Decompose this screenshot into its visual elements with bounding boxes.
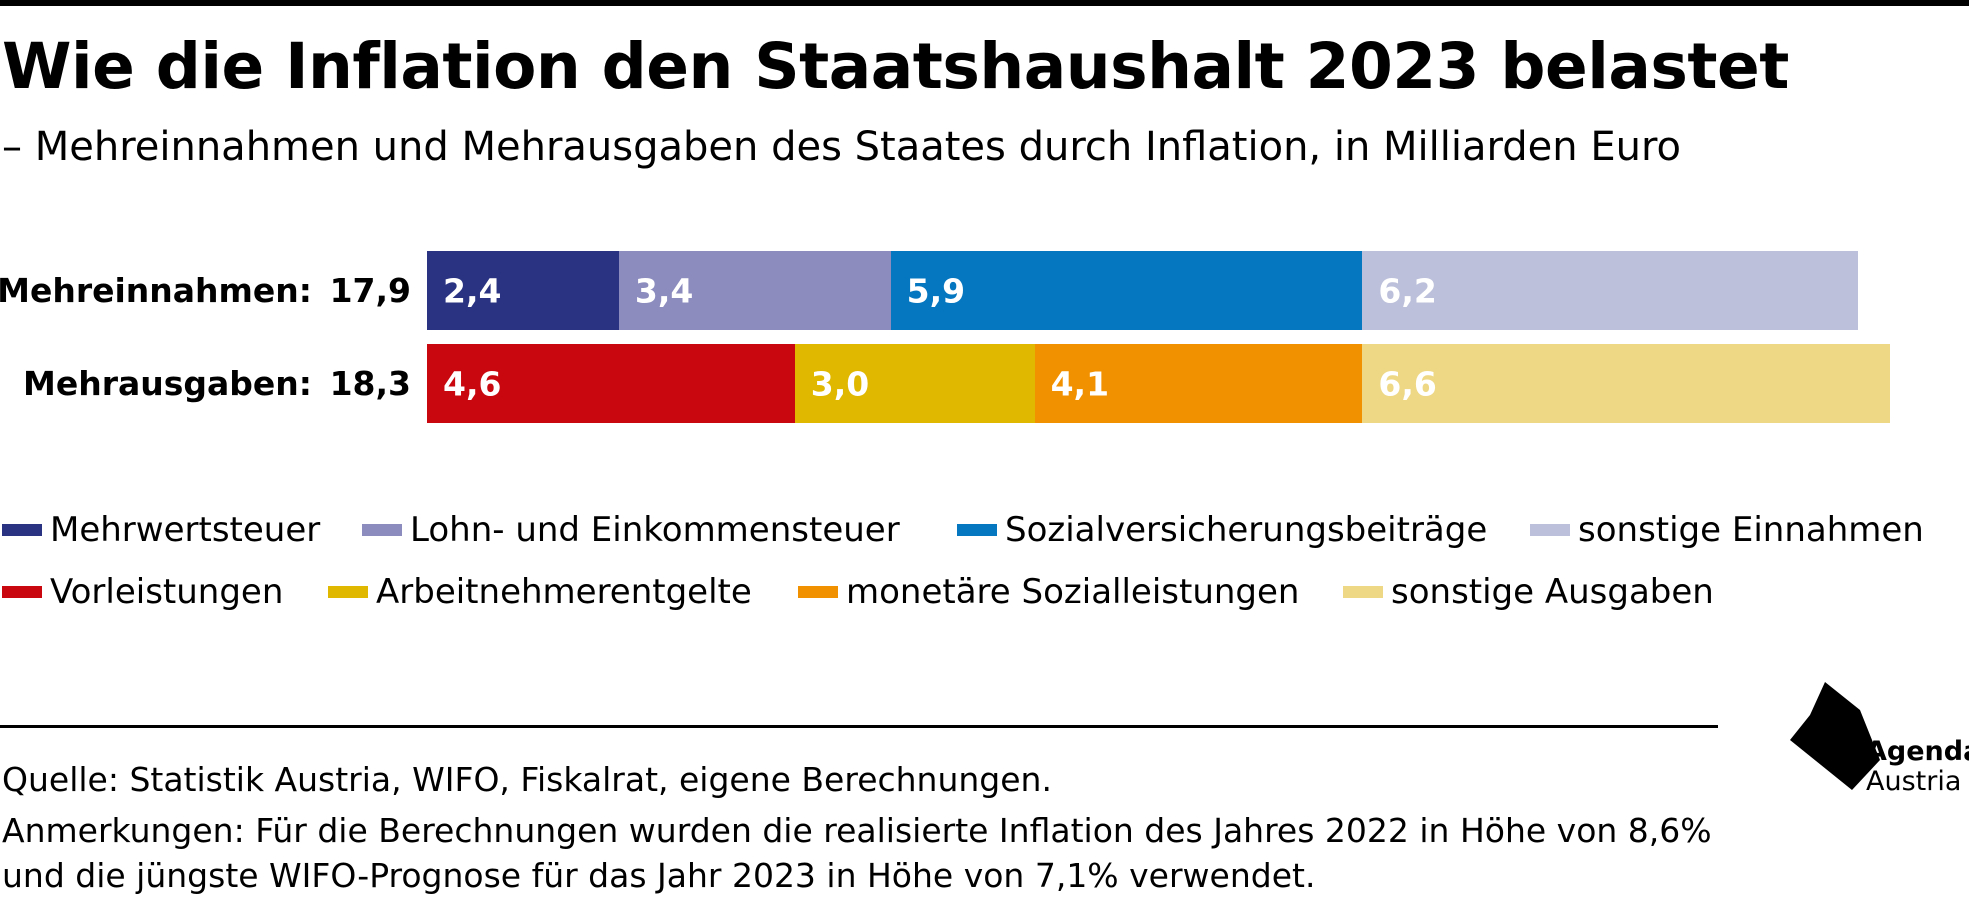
legend-item: Arbeitnehmerentgelte xyxy=(328,572,752,612)
legend-swatch xyxy=(1343,586,1383,598)
row-total: 17,9 xyxy=(329,271,411,310)
bar-segment: 4,1 xyxy=(1034,344,1363,423)
legend-item: Sozialversicherungsbeiträge xyxy=(957,510,1487,550)
legend-label: monetäre Sozialleistungen xyxy=(846,572,1300,612)
bar-segment: 3,4 xyxy=(618,251,891,330)
agenda-austria-logo xyxy=(1790,682,1880,790)
footer-rule xyxy=(0,725,1718,728)
chart-subtitle: – Mehreinnahmen und Mehrausgaben des Sta… xyxy=(2,124,1681,170)
bar-segment: 3,0 xyxy=(794,344,1035,423)
legend-label: Lohn- und Einkommensteuer xyxy=(410,510,900,550)
legend-label: sonstige Einnahmen xyxy=(1578,510,1924,550)
legend-label: Mehrwertsteuer xyxy=(50,510,321,550)
source-note: Quelle: Statistik Austria, WIFO, Fiskalr… xyxy=(2,760,1052,799)
chart-title: Wie die Inflation den Staatshaushalt 202… xyxy=(2,30,1789,103)
legend-swatch xyxy=(362,524,402,536)
legend-label: sonstige Ausgaben xyxy=(1391,572,1714,612)
data-label: 3,0 xyxy=(810,364,870,403)
legend-label: Arbeitnehmerentgelte xyxy=(376,572,752,612)
legend-swatch xyxy=(798,586,838,598)
logo-text-agenda: Agenda xyxy=(1866,736,1969,767)
data-label: 4,1 xyxy=(1050,364,1110,403)
legend-item: Mehrwertsteuer xyxy=(2,510,320,550)
data-label: 4,6 xyxy=(443,364,502,403)
stacked-bar-chart: Mehreinnahmen: 17,9 2,4 3,4 5,9 6,2 Mehrausgab… xyxy=(0,240,1969,440)
bar-segment: 2,4 xyxy=(427,251,619,330)
legend-item: monetäre Sozialleistungen xyxy=(798,572,1299,612)
legend-swatch xyxy=(1530,524,1570,536)
legend-swatch xyxy=(2,524,42,536)
bar-segment: 5,9 xyxy=(890,251,1363,330)
legend-item: Vorleistungen xyxy=(2,572,283,612)
data-label: 6,2 xyxy=(1378,271,1437,310)
row-label: Mehrausgaben: xyxy=(23,364,312,403)
row-total: 18,3 xyxy=(329,364,411,403)
data-label: 6,6 xyxy=(1378,364,1437,403)
legend-swatch xyxy=(2,586,42,598)
top-rule xyxy=(0,0,1969,6)
legend-label: Sozialversicherungsbeiträge xyxy=(1005,510,1488,550)
bar-segment: 6,6 xyxy=(1362,344,1890,423)
row-label: Mehreinnahmen: xyxy=(0,271,312,310)
legend-item: sonstige Einnahmen xyxy=(1530,510,1924,550)
legend-swatch xyxy=(328,586,368,598)
legend-item: sonstige Ausgaben xyxy=(1343,572,1714,612)
bar-segment: 4,6 xyxy=(427,344,795,423)
legend-swatch xyxy=(957,524,997,536)
data-label: 3,4 xyxy=(634,271,694,310)
annotation-note: Anmerkungen: Für die Berechnungen wurden… xyxy=(2,811,1712,895)
legend-label: Vorleistungen xyxy=(50,572,284,612)
logo-text-austria: Austria xyxy=(1866,766,1962,797)
bar-segment: 6,2 xyxy=(1362,251,1859,330)
data-label: 2,4 xyxy=(443,271,502,310)
legend-item: Lohn- und Einkommensteuer xyxy=(362,510,900,550)
data-label: 5,9 xyxy=(906,271,966,310)
